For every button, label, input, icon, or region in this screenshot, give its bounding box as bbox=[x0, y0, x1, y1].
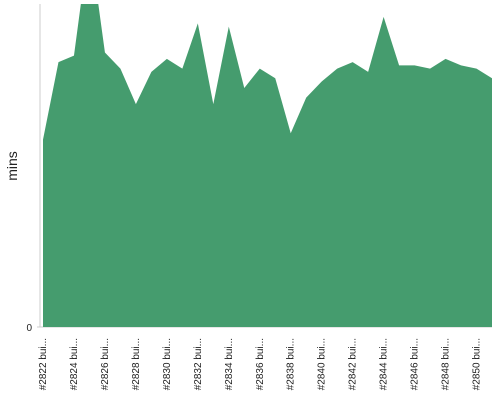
x-tick-label: #2836 bui... bbox=[255, 338, 266, 390]
y-axis-title: mins bbox=[4, 151, 20, 181]
x-tick-label: #2834 bui... bbox=[224, 338, 235, 390]
x-tick-label: #2830 bui... bbox=[162, 338, 173, 390]
x-tick-label: #2846 bui... bbox=[410, 338, 421, 390]
x-tick-label: #2840 bui... bbox=[317, 338, 328, 390]
y-tick-label: 0 bbox=[26, 323, 32, 334]
x-tick-label: #2842 bui... bbox=[348, 338, 359, 390]
x-tick-label: #2824 bui... bbox=[69, 338, 80, 390]
x-tick-label: #2832 bui... bbox=[193, 338, 204, 390]
x-tick-label: #2822 bui... bbox=[38, 338, 49, 390]
x-tick-label: #2850 bui... bbox=[472, 338, 483, 390]
area bbox=[43, 4, 492, 327]
x-tick-label: #2848 bui... bbox=[441, 338, 452, 390]
x-tick-label: #2844 bui... bbox=[379, 338, 390, 390]
x-tick-label: #2838 bui... bbox=[286, 338, 297, 390]
x-tick-label: #2826 bui... bbox=[100, 338, 111, 390]
x-tick-label: #2828 bui... bbox=[131, 338, 142, 390]
plot-area bbox=[43, 4, 492, 327]
